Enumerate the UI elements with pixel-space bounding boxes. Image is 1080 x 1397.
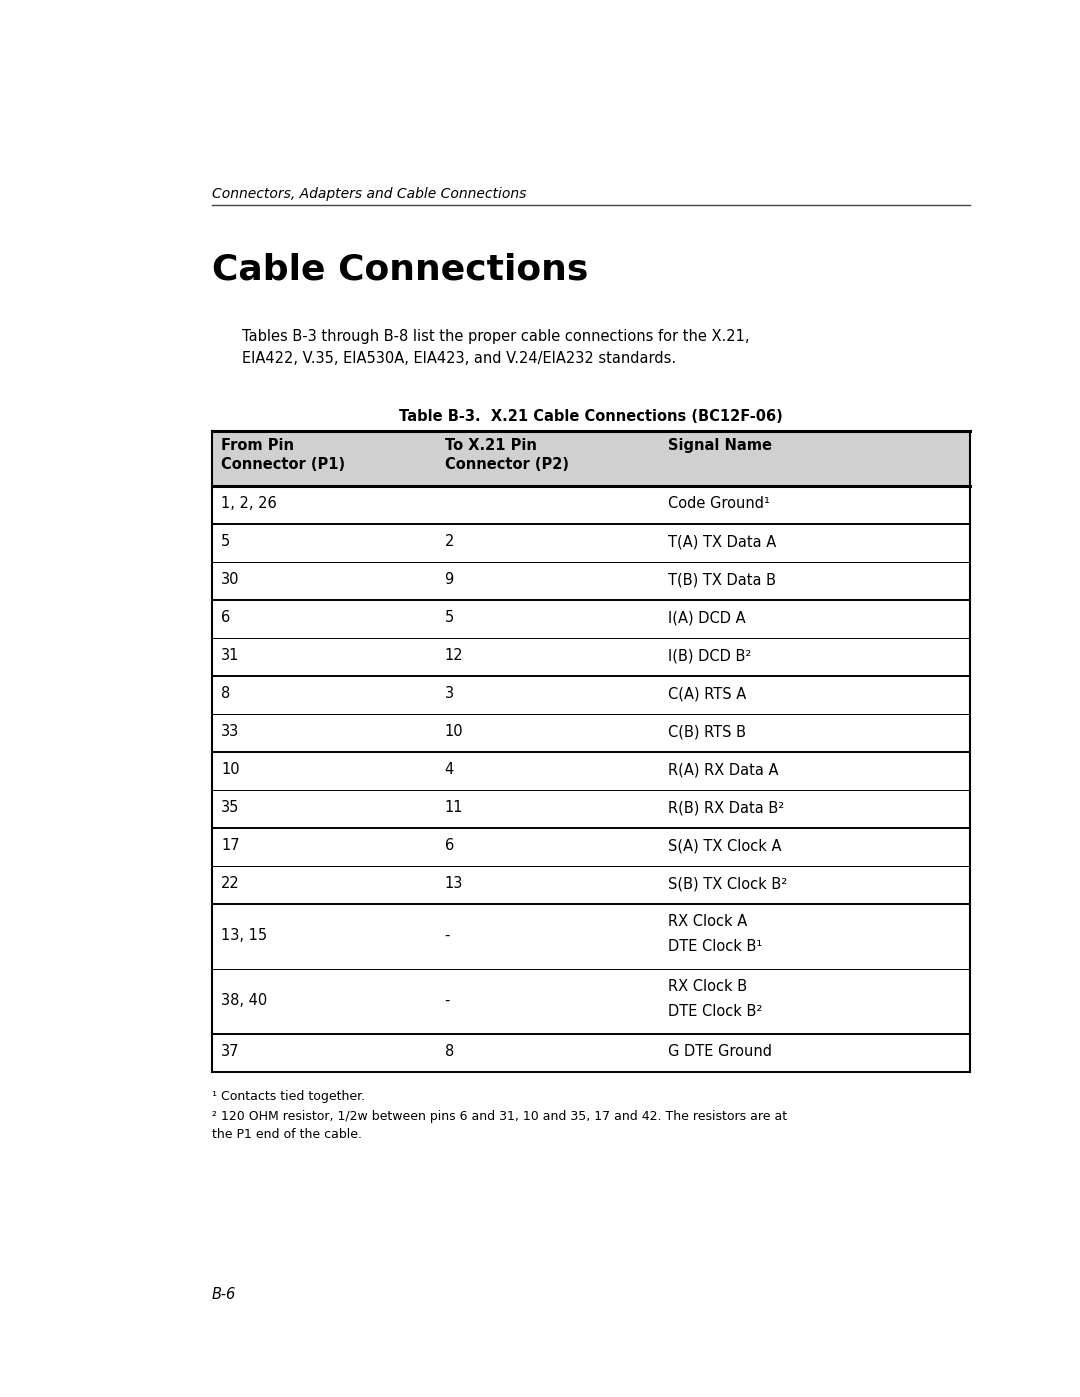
Text: Cable Connections: Cable Connections — [212, 251, 589, 286]
Text: Code Ground¹: Code Ground¹ — [669, 496, 770, 511]
Text: 12: 12 — [445, 648, 463, 664]
Text: T(A) TX Data A: T(A) TX Data A — [669, 535, 777, 549]
Text: 17: 17 — [221, 838, 240, 854]
Text: -: - — [445, 928, 450, 943]
Text: R(A) RX Data A: R(A) RX Data A — [669, 763, 779, 778]
Text: I(A) DCD A: I(A) DCD A — [669, 610, 746, 626]
Text: G DTE Ground: G DTE Ground — [669, 1045, 772, 1059]
Text: 31: 31 — [221, 648, 240, 664]
Text: S(B) TX Clock B²: S(B) TX Clock B² — [669, 876, 787, 891]
Text: 22: 22 — [221, 876, 240, 891]
Bar — [212, 432, 970, 486]
Text: 37: 37 — [221, 1045, 240, 1059]
Text: 13: 13 — [445, 876, 463, 891]
Text: B-6: B-6 — [212, 1287, 237, 1302]
Text: 5: 5 — [445, 610, 454, 626]
Text: 35: 35 — [221, 800, 240, 816]
Text: 8: 8 — [445, 1045, 454, 1059]
Text: 6: 6 — [221, 610, 230, 626]
Text: 33: 33 — [221, 725, 240, 739]
Text: Tables B-3 through B-8 list the proper cable connections for the X.21,
EIA422, V: Tables B-3 through B-8 list the proper c… — [242, 330, 750, 366]
Text: T(B) TX Data B: T(B) TX Data B — [669, 573, 777, 588]
Text: 1, 2, 26: 1, 2, 26 — [221, 496, 276, 511]
Text: RX Clock B: RX Clock B — [669, 979, 747, 995]
Text: 10: 10 — [445, 725, 463, 739]
Text: R(B) RX Data B²: R(B) RX Data B² — [669, 800, 784, 816]
Text: Connectors, Adapters and Cable Connections: Connectors, Adapters and Cable Connectio… — [212, 187, 526, 201]
Text: 3: 3 — [445, 686, 454, 701]
Text: ¹ Contacts tied together.: ¹ Contacts tied together. — [212, 1090, 365, 1104]
Text: RX Clock A: RX Clock A — [669, 914, 747, 929]
Text: ² 120 OHM resistor, 1/2w between pins 6 and 31, 10 and 35, 17 and 42. The resist: ² 120 OHM resistor, 1/2w between pins 6 … — [212, 1111, 787, 1140]
Text: Table B-3.  X.21 Cable Connections (BC12F-06): Table B-3. X.21 Cable Connections (BC12F… — [400, 409, 783, 425]
Text: 2: 2 — [445, 535, 454, 549]
Text: S(A) TX Clock A: S(A) TX Clock A — [669, 838, 782, 854]
Text: I(B) DCD B²: I(B) DCD B² — [669, 648, 752, 664]
Text: 10: 10 — [221, 763, 240, 778]
Text: -: - — [445, 993, 450, 1009]
Text: DTE Clock B²: DTE Clock B² — [669, 1004, 762, 1018]
Text: From Pin
Connector (P1): From Pin Connector (P1) — [221, 439, 346, 472]
Text: 8: 8 — [221, 686, 230, 701]
Text: 13, 15: 13, 15 — [221, 928, 267, 943]
Text: 11: 11 — [445, 800, 463, 816]
Text: DTE Clock B¹: DTE Clock B¹ — [669, 939, 762, 954]
Text: 6: 6 — [445, 838, 454, 854]
Text: To X.21 Pin
Connector (P2): To X.21 Pin Connector (P2) — [445, 439, 568, 472]
Text: 38, 40: 38, 40 — [221, 993, 267, 1009]
Text: 4: 4 — [445, 763, 454, 778]
Text: Signal Name: Signal Name — [669, 439, 772, 453]
Text: 9: 9 — [445, 573, 454, 588]
Text: C(A) RTS A: C(A) RTS A — [669, 686, 746, 701]
Text: C(B) RTS B: C(B) RTS B — [669, 725, 746, 739]
Text: 5: 5 — [221, 535, 230, 549]
Text: 30: 30 — [221, 573, 240, 588]
